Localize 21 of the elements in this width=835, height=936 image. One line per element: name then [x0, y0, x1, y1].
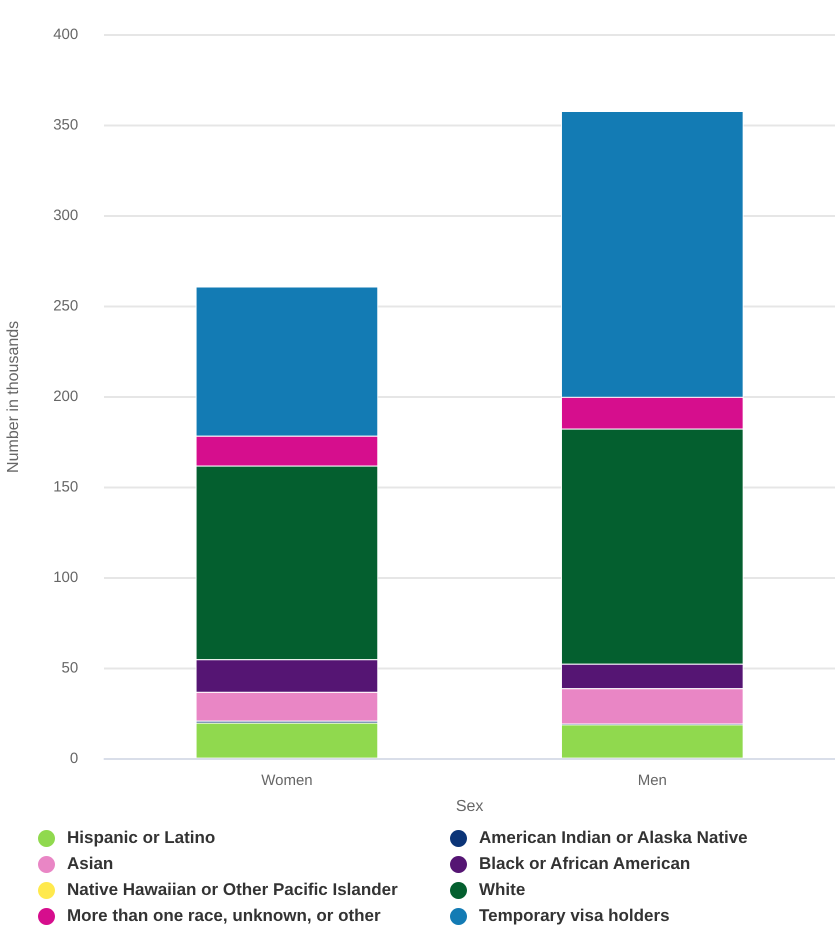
y-tick-label: 150 — [53, 478, 78, 496]
legend-label: Asian — [67, 854, 114, 874]
y-tick-label: 250 — [53, 298, 78, 315]
legend-label: Temporary visa holders — [479, 906, 670, 926]
y-tick-label: 200 — [53, 388, 78, 406]
legend-label: More than one race, unknown, or other — [67, 906, 381, 926]
y-tick-label: 300 — [53, 207, 78, 224]
y-tick-label: 400 — [53, 26, 78, 44]
legend-label: Hispanic or Latino — [67, 828, 216, 848]
y-tick-label: 100 — [53, 568, 78, 586]
y-tick-label: 0 — [70, 750, 78, 767]
y-axis-title: Number in thousands — [5, 320, 22, 473]
x-tick-label: Men — [638, 772, 667, 789]
x-axis-title: Sex — [456, 798, 484, 815]
legend-label: Native Hawaiian or Other Pacific Islander — [67, 880, 398, 900]
legend-label: American Indian or Alaska Native — [479, 828, 748, 848]
y-tick-label: 350 — [53, 116, 78, 134]
legend-label: Black or African American — [479, 854, 690, 874]
y-tick-label: 50 — [62, 659, 78, 676]
legend-label: White — [479, 880, 526, 900]
x-tick-label: Women — [261, 772, 313, 789]
